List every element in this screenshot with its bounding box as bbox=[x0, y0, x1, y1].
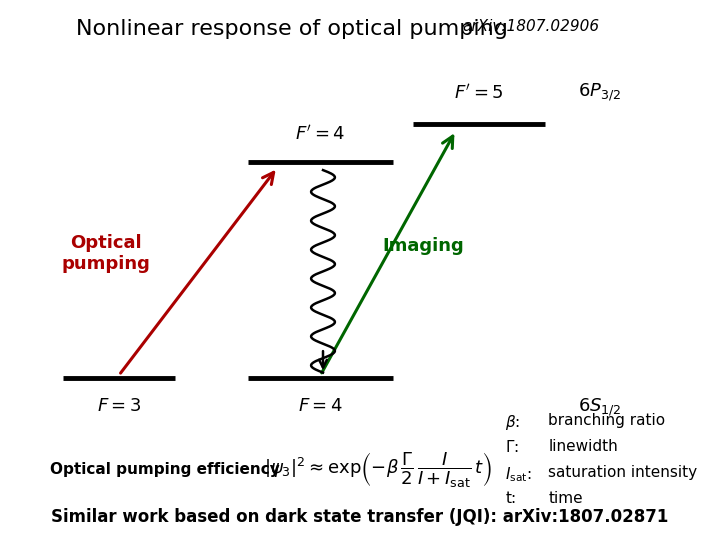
Text: $6S_{1/2}$: $6S_{1/2}$ bbox=[578, 397, 621, 418]
Text: $F = 4$: $F = 4$ bbox=[298, 397, 343, 415]
Text: $|\psi_3|^2 \approx \exp\!\left(-\beta\,\dfrac{\Gamma}{2}\,\dfrac{I}{I + I_{\mat: $|\psi_3|^2 \approx \exp\!\left(-\beta\,… bbox=[264, 450, 492, 489]
Text: $F = 3$: $F = 3$ bbox=[96, 397, 141, 415]
Text: saturation intensity: saturation intensity bbox=[548, 465, 698, 480]
Text: Optical pumping efficiency: Optical pumping efficiency bbox=[50, 462, 279, 477]
Text: $\Gamma$:: $\Gamma$: bbox=[505, 439, 519, 455]
Text: $6P_{3/2}$: $6P_{3/2}$ bbox=[578, 81, 621, 103]
Text: Optical
pumping: Optical pumping bbox=[61, 234, 150, 273]
Text: branching ratio: branching ratio bbox=[548, 413, 665, 428]
Text: arXiv:1807.02906: arXiv:1807.02906 bbox=[462, 19, 600, 34]
Text: t:: t: bbox=[505, 491, 516, 506]
Text: Similar work based on dark state transfer (JQI): arXiv:1807.02871: Similar work based on dark state transfe… bbox=[51, 509, 669, 526]
Text: $I_{\mathrm{sat}}$:: $I_{\mathrm{sat}}$: bbox=[505, 465, 532, 484]
Text: $F^{\prime} = 4$: $F^{\prime} = 4$ bbox=[295, 124, 346, 143]
Text: time: time bbox=[548, 491, 583, 506]
Text: $\beta$:: $\beta$: bbox=[505, 413, 521, 432]
Text: $F^{\prime} = 5$: $F^{\prime} = 5$ bbox=[454, 84, 504, 103]
Text: Imaging: Imaging bbox=[382, 237, 464, 255]
Text: linewidth: linewidth bbox=[548, 439, 618, 454]
Text: Nonlinear response of optical pumping: Nonlinear response of optical pumping bbox=[76, 19, 508, 39]
